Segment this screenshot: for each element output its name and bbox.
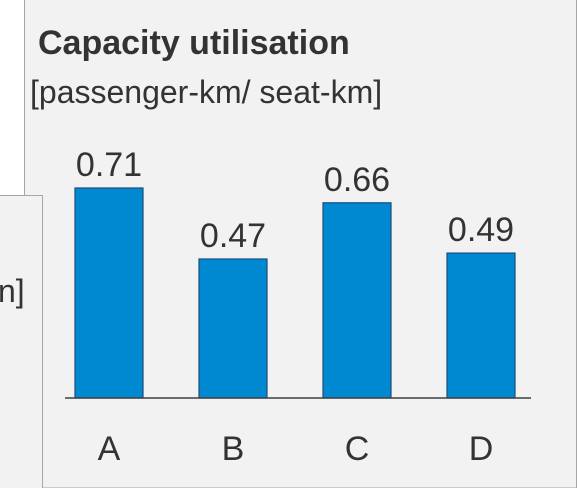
bar <box>446 252 516 399</box>
value-label: 0.47 <box>200 217 266 255</box>
plot-area: A 0.71 B 0.47 C 0.66 D 0.49 <box>74 146 516 468</box>
value-label: 0.66 <box>324 161 390 199</box>
value-label: 0.49 <box>448 211 514 249</box>
x-tick-label: D <box>469 430 494 468</box>
side-panel: n] <box>0 195 43 488</box>
x-tick-label: A <box>98 430 121 468</box>
side-panel-box <box>0 195 43 488</box>
side-panel-text: n] <box>0 273 25 309</box>
chart-subtitle: [passenger-km/ seat-km] <box>30 74 382 110</box>
chart-title: Capacity utilisation <box>38 24 350 62</box>
x-tick-label: C <box>345 430 370 468</box>
x-tick-label: B <box>222 430 245 468</box>
bar <box>322 202 392 399</box>
value-label: 0.71 <box>76 146 142 184</box>
bar <box>74 187 144 399</box>
bar <box>198 258 268 399</box>
